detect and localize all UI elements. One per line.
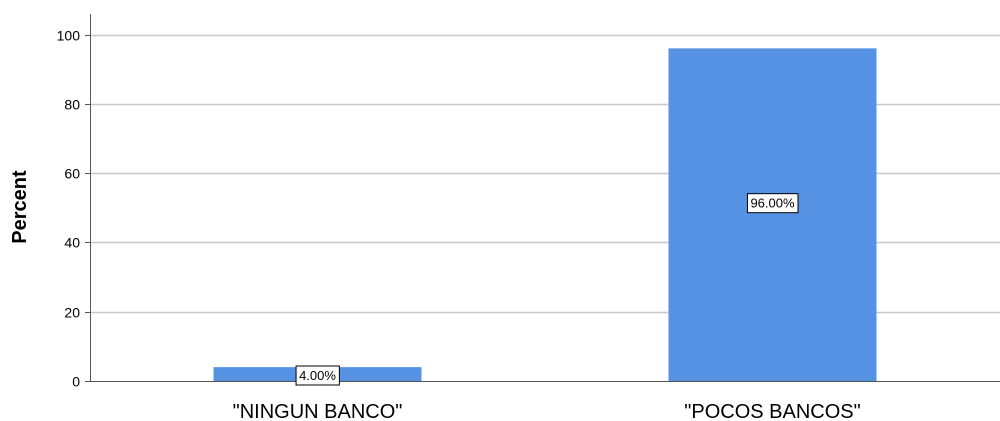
y-tick-labels: 0 20 40 60 80 100 [57, 28, 81, 390]
y-axis-title: Percent [9, 170, 31, 244]
y-tick-label: 40 [64, 235, 80, 251]
data-label-2: 96.00% [746, 193, 799, 214]
bar-2 [668, 48, 877, 382]
data-label-text: 4.00% [299, 368, 336, 383]
y-tick-label: 80 [64, 97, 80, 113]
data-label-box [746, 193, 799, 214]
y-tick-label: 100 [57, 28, 81, 44]
bars [213, 48, 877, 382]
x-category-label: "NINGUN BANCO" [233, 401, 403, 421]
y-tick-label: 60 [64, 166, 80, 182]
x-category-label: "POCOS BANCOS" [684, 401, 860, 421]
y-tick-label: 20 [64, 305, 80, 321]
data-label-text: 96.00% [750, 196, 795, 211]
y-tick-label: 0 [72, 374, 80, 390]
data-label-box [295, 365, 340, 386]
x-category-labels: "NINGUN BANCO" "POCOS BANCOS" [233, 401, 861, 421]
axes [85, 14, 1000, 382]
data-label-1: 4.00% [295, 365, 340, 386]
data-labels: 4.00% 96.00% [295, 193, 799, 386]
